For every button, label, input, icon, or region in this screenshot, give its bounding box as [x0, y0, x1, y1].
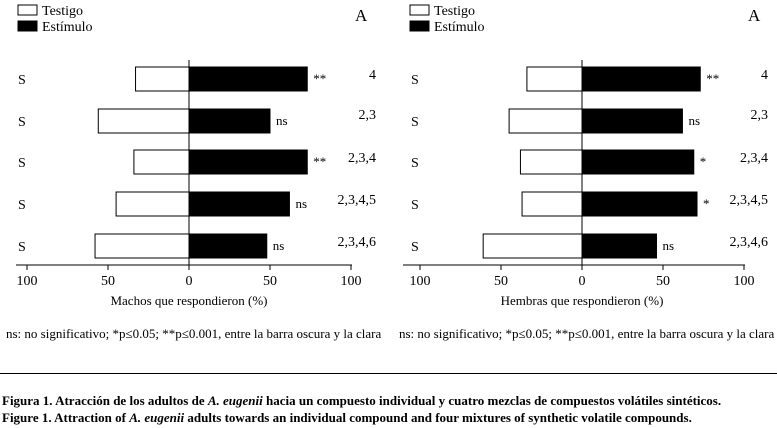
- left-legend-swatch-stimulus: [17, 20, 38, 32]
- left-legend-swatch-control: [17, 4, 38, 16]
- right-row-label-4: S: [411, 240, 419, 255]
- right-bar-control-2: [519, 149, 583, 175]
- left-bar-stimulus-2: [188, 149, 308, 175]
- right-category-label-0: 4: [761, 68, 768, 83]
- left-significance-note: ns: no significativo; *p≤0.05; **p≤0.001…: [6, 325, 386, 342]
- left-bar-control-1: [97, 108, 190, 134]
- left-legend-label-stimulus: Estímulo: [42, 20, 93, 35]
- right-legend-label-stimulus: Estímulo: [434, 20, 485, 35]
- right-category-label-2: 2,3,4: [740, 151, 768, 166]
- right-significance-4: ns: [663, 238, 675, 253]
- left-bar-control-2: [133, 149, 190, 175]
- left-significance-4: ns: [273, 238, 285, 253]
- left-x-axis-title: Machos que respondieron (%): [110, 293, 267, 308]
- caption-en-species: A. eugenii: [129, 410, 185, 425]
- left-row-label-4: S: [18, 240, 26, 255]
- right-legend-swatch-stimulus: [409, 20, 430, 32]
- right-bar-control-4: [482, 233, 583, 259]
- right-bar-control-3: [521, 191, 583, 217]
- right-row-label-2: S: [411, 156, 419, 171]
- right-significance-2: *: [700, 154, 707, 169]
- right-significance-0: **: [706, 71, 719, 86]
- right-row-label-1: S: [411, 115, 419, 130]
- left-bar-stimulus-1: [188, 108, 271, 134]
- left-bar-stimulus-4: [188, 233, 268, 259]
- caption-spanish: Figura 1. Atracción de los adultos de A.…: [2, 393, 721, 409]
- caption-en-lead: Figure 1. Attraction of: [2, 410, 130, 425]
- left-bar-control-0: [135, 66, 190, 92]
- right-significance-3: *: [703, 196, 710, 211]
- right-bar-stimulus-3: [581, 191, 698, 217]
- right-category-label-4: 2,3,4,6: [730, 235, 769, 250]
- left-bar-control-3: [115, 191, 190, 217]
- right-note-text: ns: no significativo; *p≤0.05; **p≤0.001…: [399, 326, 775, 341]
- left-row-label-0: S: [18, 73, 26, 88]
- right-row-label-0: S: [411, 73, 419, 88]
- right-panel-label: A: [748, 6, 761, 25]
- right-significance-1: ns: [688, 113, 700, 128]
- right-row-label-3: S: [411, 198, 419, 213]
- right-bar-stimulus-1: [581, 108, 683, 134]
- left-note-text: ns: no significativo; *p≤0.05; **p≤0.001…: [6, 326, 382, 341]
- caption-es-lead: Figura 1. Atracción de los adultos de: [2, 393, 208, 408]
- right-bar-stimulus-0: [581, 66, 701, 92]
- left-category-label-1: 2,3: [359, 108, 377, 123]
- right-bar-stimulus-4: [581, 233, 658, 259]
- right-category-label-3: 2,3,4,5: [730, 193, 769, 208]
- caption-es-species: A. eugenii: [207, 393, 263, 408]
- left-category-label-0: 4: [369, 68, 376, 83]
- left-row-label-2: S: [18, 156, 26, 171]
- right-legend-swatch-control: [409, 4, 430, 16]
- right-x-tick-label-4: 100: [734, 274, 755, 289]
- left-row-label-3: S: [18, 198, 26, 213]
- left-x-tick-label-4: 100: [341, 274, 362, 289]
- right-significance-note: ns: no significativo; *p≤0.05; **p≤0.001…: [399, 325, 777, 342]
- left-significance-0: **: [313, 71, 326, 86]
- left-category-label-4: 2,3,4,6: [338, 235, 377, 250]
- left-bar-stimulus-0: [188, 66, 308, 92]
- left-significance-3: ns: [295, 196, 307, 211]
- right-bar-control-0: [526, 66, 583, 92]
- caption-english: Figure 1. Attraction of A. eugenii adult…: [2, 410, 692, 426]
- right-x-tick-label-1: 50: [494, 274, 508, 289]
- right-bar-stimulus-2: [581, 149, 695, 175]
- right-category-label-1: 2,3: [751, 108, 769, 123]
- left-category-label-2: 2,3,4: [348, 151, 376, 166]
- caption-en-tail: adults towards an individual compound an…: [184, 410, 692, 425]
- caption-es-tail: hacia un compuesto individual y cuatro m…: [262, 393, 722, 408]
- right-x-tick-label-2: 0: [579, 274, 586, 289]
- left-significance-1: ns: [276, 113, 288, 128]
- caption-divider: [0, 373, 777, 374]
- left-row-label-1: S: [18, 115, 26, 130]
- left-x-tick-label-3: 50: [263, 274, 277, 289]
- left-x-tick-label-2: 0: [186, 274, 193, 289]
- left-significance-2: **: [313, 154, 326, 169]
- left-x-tick-label-0: 100: [17, 274, 38, 289]
- left-panel-label: A: [355, 6, 368, 25]
- left-bar-stimulus-3: [188, 191, 290, 217]
- right-x-axis-title: Hembras que respondieron (%): [501, 293, 664, 308]
- right-x-tick-label-0: 100: [410, 274, 431, 289]
- right-legend-label-control: Testigo: [434, 4, 475, 19]
- left-bar-control-4: [94, 233, 190, 259]
- left-category-label-3: 2,3,4,5: [338, 193, 377, 208]
- right-bar-control-1: [508, 108, 583, 134]
- right-x-tick-label-3: 50: [656, 274, 670, 289]
- left-legend-label-control: Testigo: [42, 4, 83, 19]
- left-x-tick-label-1: 50: [101, 274, 115, 289]
